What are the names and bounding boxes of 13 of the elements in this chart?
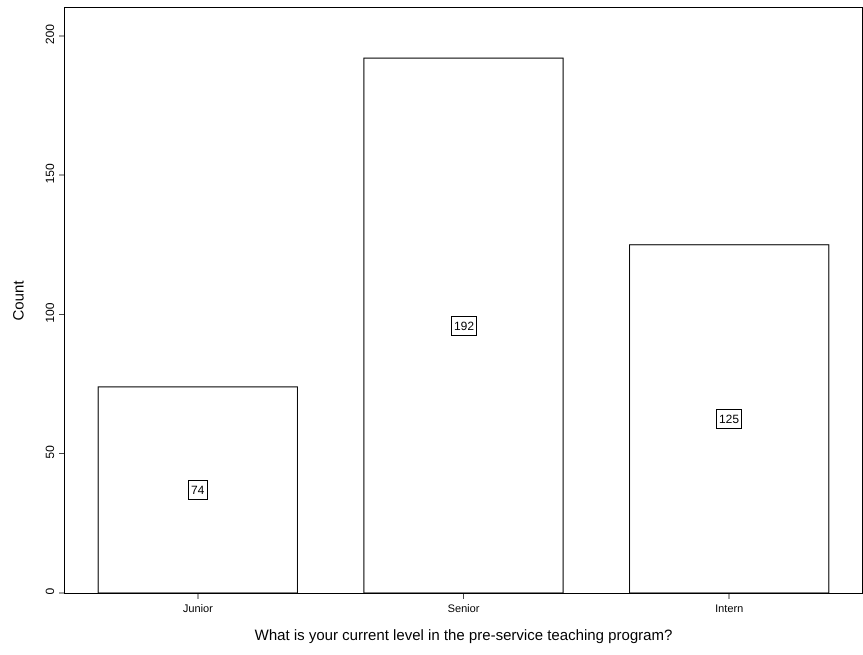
- y-tick-label: 0: [43, 588, 58, 595]
- x-axis-title: What is your current level in the pre-service teaching program?: [254, 627, 672, 644]
- data-label: 125: [719, 412, 740, 426]
- data-label: 74: [191, 483, 205, 497]
- data-label: 192: [454, 319, 474, 333]
- y-tick-label: 50: [43, 444, 58, 459]
- x-tick-label: Junior: [182, 603, 214, 616]
- x-tick-label: Intern: [715, 603, 744, 616]
- y-tick-label: 150: [43, 163, 58, 184]
- x-tick-label: Senior: [448, 603, 480, 616]
- y-tick-label: 200: [43, 24, 58, 44]
- y-axis-title: Count: [10, 280, 28, 321]
- y-tick-label: 100: [43, 302, 58, 323]
